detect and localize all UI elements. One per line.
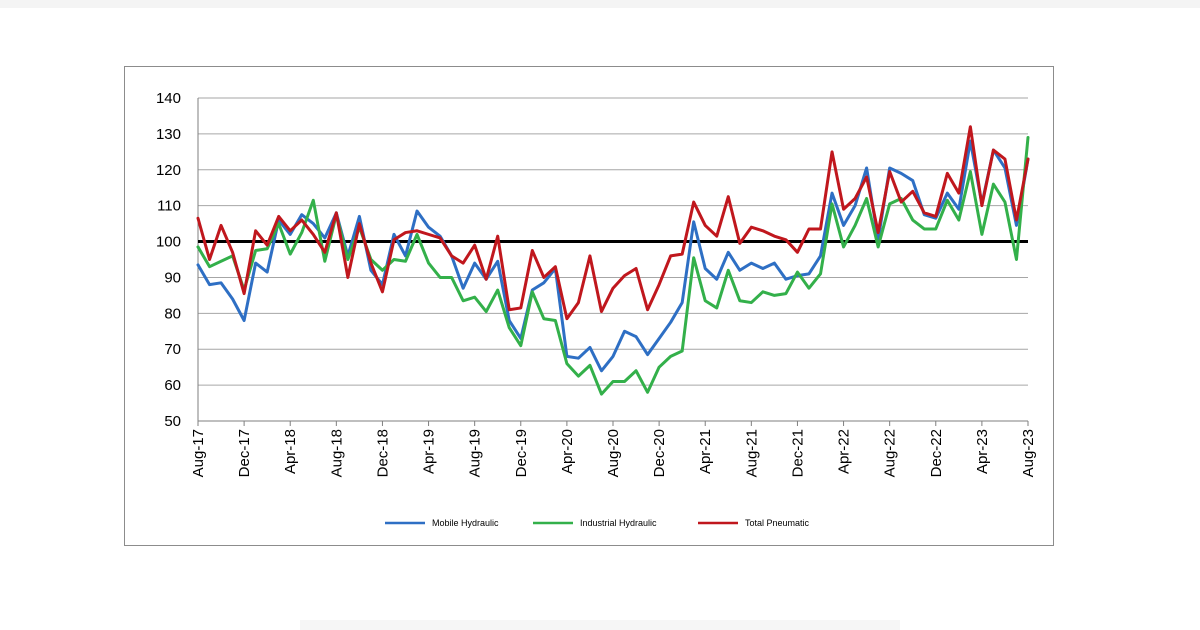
x-tick-label: Aug-21 <box>743 429 760 477</box>
x-tick-label: Apr-23 <box>974 429 991 474</box>
x-tick-label: Apr-18 <box>282 429 299 474</box>
y-tick-label: 130 <box>156 126 181 143</box>
line-chart: 50 60 70 80 90 100 110 120 130 140 Aug-17 Dec-17 Ap… <box>156 90 1037 528</box>
x-tick-label: Dec-22 <box>928 429 945 477</box>
y-tick-label: 110 <box>157 198 181 215</box>
legend-label-mobile-hydraulic: Mobile Hydraulic <box>432 518 499 528</box>
y-tick-label: 120 <box>156 162 181 179</box>
y-tick-label: 90 <box>164 269 181 286</box>
y-tick-labels: 50 60 70 80 90 100 110 120 130 140 <box>156 90 181 430</box>
y-tick-label: 60 <box>164 377 181 394</box>
x-tick-label: Apr-22 <box>836 429 853 474</box>
legend-label-total-pneumatic: Total Pneumatic <box>745 518 810 528</box>
x-tick-label: Aug-17 <box>190 429 207 477</box>
x-tick-label: Apr-21 <box>697 429 714 474</box>
y-tick-label: 80 <box>164 305 181 322</box>
x-tick-label: Aug-23 <box>1020 429 1037 477</box>
x-tick-label: Aug-20 <box>605 429 622 477</box>
x-tick-label: Aug-22 <box>882 429 899 477</box>
axes <box>197 98 1029 426</box>
x-tick-label: Aug-19 <box>467 429 484 477</box>
x-tick-label: Apr-19 <box>421 429 438 474</box>
y-tick-label: 100 <box>156 234 181 251</box>
legend-label-industrial-hydraulic: Industrial Hydraulic <box>580 518 657 528</box>
chart-frame: 50 60 70 80 90 100 110 120 130 140 Aug-17 Dec-17 Ap… <box>124 66 1054 546</box>
bottom-band <box>300 620 900 630</box>
x-tick-label: Dec-20 <box>651 429 668 477</box>
x-tick-label: Dec-21 <box>789 429 806 477</box>
x-tick-label: Aug-18 <box>328 429 345 477</box>
series-line-total-pneumatic <box>196 125 1030 321</box>
x-tick-labels: Aug-17 Dec-17 Apr-18 Aug-18 Dec-18 Apr-19 Aug-… <box>190 429 1037 477</box>
series-lines <box>196 125 1030 396</box>
y-tick-label: 70 <box>164 341 181 358</box>
y-tick-label: 50 <box>164 413 181 430</box>
y-tick-label: 140 <box>156 90 181 107</box>
legend: Mobile Hydraulic Industrial Hydraulic Tota… <box>385 518 810 528</box>
top-band <box>0 0 1200 8</box>
x-tick-label: Dec-17 <box>236 429 253 477</box>
x-tick-label: Dec-18 <box>374 429 391 477</box>
x-tick-label: Dec-19 <box>513 429 530 477</box>
x-tick-label: Apr-20 <box>559 429 576 474</box>
